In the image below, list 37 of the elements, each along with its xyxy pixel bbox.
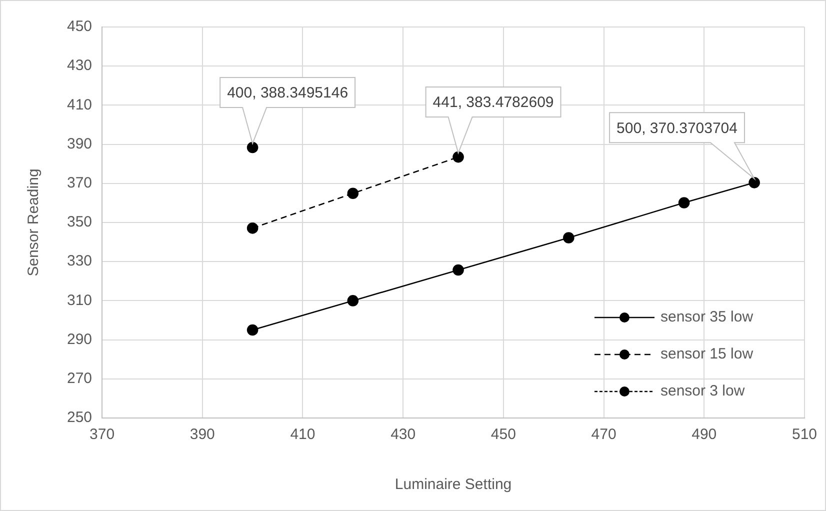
- x-tick-label: 470: [591, 426, 616, 444]
- y-tick-label: 450: [66, 18, 92, 36]
- point: [452, 151, 464, 163]
- y-tick-label: 430: [66, 57, 92, 74]
- y-tick-label: 410: [66, 96, 92, 114]
- data-label: 441, 383.4782609: [432, 94, 554, 112]
- point: [452, 264, 464, 276]
- x-axis-title: Luminaire Setting: [394, 476, 512, 494]
- y-tick-label: 310: [66, 292, 92, 309]
- x-tick-label: 390: [190, 426, 215, 444]
- x-tick-label: 410: [290, 426, 316, 444]
- legend-label: sensor 3 low: [660, 382, 745, 400]
- legend-label: sensor 35 low: [660, 308, 754, 326]
- y-axis-title: Sensor Reading: [25, 168, 42, 276]
- x-tick-label: 450: [490, 426, 516, 444]
- legend-label: sensor 15 low: [660, 346, 754, 363]
- y-tick-label: 290: [66, 330, 92, 348]
- point: [246, 142, 258, 154]
- y-tick-label: 250: [66, 409, 92, 426]
- x-tick-label: 490: [692, 426, 717, 444]
- x-tick-label: 370: [90, 426, 115, 444]
- point: [246, 324, 258, 336]
- data-label: 500, 370.3703704: [616, 120, 738, 137]
- point: [678, 197, 690, 208]
- point: [347, 295, 359, 306]
- y-tick-label: 270: [66, 370, 92, 388]
- y-tick-label: 350: [66, 214, 92, 231]
- y-tick-label: 370: [66, 174, 92, 192]
- point: [347, 188, 359, 200]
- y-tick-label: 330: [66, 252, 92, 270]
- point: [563, 232, 574, 244]
- y-tick-label: 390: [66, 135, 92, 152]
- x-tick-label: 430: [390, 426, 416, 444]
- point: [246, 222, 258, 234]
- x-tick-label: 510: [792, 426, 817, 444]
- data-label: 400, 388.3495146: [227, 84, 348, 102]
- point: [748, 177, 760, 188]
